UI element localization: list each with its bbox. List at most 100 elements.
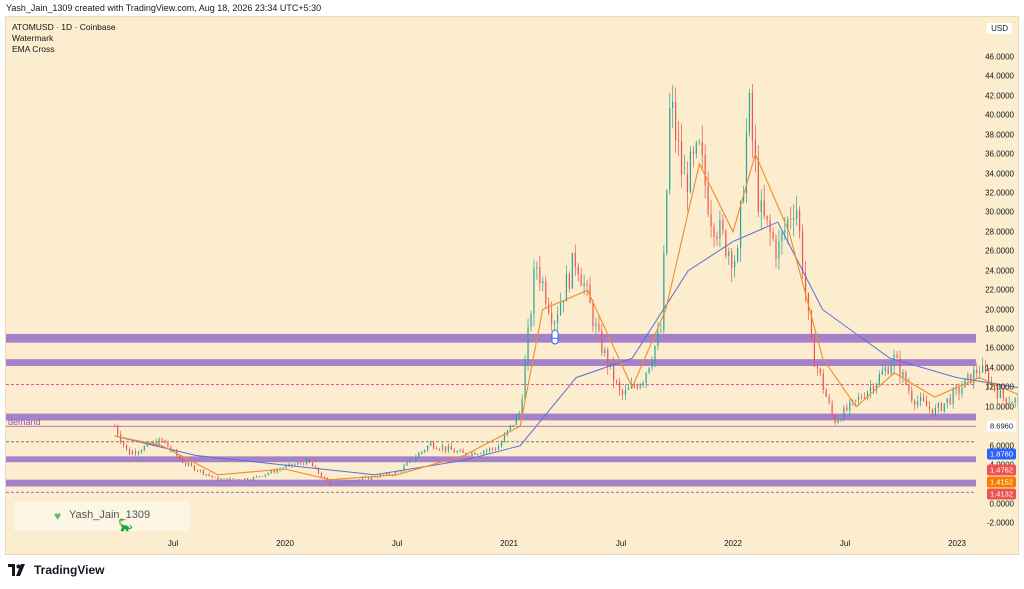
candle-body [441, 446, 444, 450]
drawing-handle [551, 329, 559, 345]
candle-body [763, 200, 765, 216]
price-tick-label: 24.0000 [985, 266, 1014, 276]
candle-body [872, 386, 875, 391]
candle-body [920, 397, 922, 401]
watermark-box: ♥ Yash_Jain_1309 🦕 [14, 501, 190, 532]
candle-body [722, 219, 724, 231]
candle-body [914, 400, 916, 405]
candle-body [955, 387, 957, 390]
candle-body [300, 462, 302, 464]
candle-body [435, 448, 438, 450]
static-price-tag: 8.6960 [987, 420, 1016, 432]
candle-body [202, 470, 204, 475]
time-tick-label: 2020 [276, 539, 294, 548]
candle-body [329, 481, 331, 485]
price-chart[interactable] [6, 17, 1019, 555]
candle-body [837, 420, 839, 423]
candle-body [943, 403, 945, 411]
candle-body [598, 323, 600, 331]
candle-body [713, 226, 715, 237]
candle-body [432, 442, 435, 449]
candle-body [415, 457, 417, 461]
candle-body [616, 380, 618, 382]
candle-body [545, 281, 547, 304]
candle-body [996, 389, 999, 398]
candle-body [666, 190, 668, 254]
price-tick-label: 32.0000 [985, 188, 1014, 198]
candle-body [261, 476, 263, 477]
candle-body [967, 373, 969, 379]
candle-body [858, 397, 860, 401]
candle-body [282, 468, 284, 469]
candle-body [140, 450, 142, 453]
candle-body [778, 241, 780, 259]
candle-body [492, 448, 494, 449]
candle-body [453, 449, 455, 453]
candle-body [799, 210, 801, 232]
candle-body [480, 453, 482, 455]
candle-body [185, 462, 187, 465]
candle-body [347, 480, 349, 483]
candle-body [843, 407, 845, 421]
candle-body [881, 370, 883, 375]
candle-body [677, 140, 680, 142]
watermark-legend[interactable]: Watermark [12, 33, 54, 43]
candle-body [648, 367, 650, 373]
candles-layer [114, 83, 1018, 486]
candle-body [161, 438, 163, 441]
candle-body [264, 474, 266, 477]
candle-body [421, 451, 423, 454]
candle-body [456, 451, 458, 453]
candle-body [1011, 402, 1013, 404]
candle-body [373, 476, 376, 478]
candle-body [822, 373, 824, 390]
candle-body [134, 451, 137, 454]
candle-body [937, 403, 939, 408]
candle-body [902, 372, 904, 377]
candle-body [235, 479, 237, 480]
candle-body [866, 391, 869, 399]
candle-body [193, 465, 196, 471]
candle-body [987, 372, 990, 386]
candle-body [199, 470, 201, 471]
candle-body [518, 413, 520, 416]
candle-body [925, 400, 928, 407]
candle-body [477, 453, 479, 455]
currency-button[interactable]: USD [987, 23, 1012, 34]
candle-body [893, 354, 895, 367]
candle-body [483, 451, 485, 454]
candle-body [621, 390, 624, 395]
candle-body [592, 303, 594, 327]
price-tick-label: 20.0000 [985, 305, 1014, 315]
price-scale[interactable]: USD -2.00000.00002.00004.00006.00008.000… [974, 17, 1018, 554]
candle-body [551, 312, 553, 324]
candle-body [958, 387, 960, 394]
candle-body [406, 462, 408, 466]
candle-body [167, 442, 169, 448]
ema-cross-legend[interactable]: EMA Cross [12, 44, 55, 54]
price-tag: 1.4152 [987, 476, 1016, 488]
chart-frame[interactable]: ATOMUSD · 1D · Coinbase Watermark EMA Cr… [5, 16, 1019, 555]
candle-body [651, 361, 653, 368]
candle-body [548, 303, 550, 313]
candle-body [816, 366, 818, 369]
candle-body [288, 463, 290, 466]
candle-body [680, 141, 683, 175]
candle-body [899, 357, 901, 377]
symbol-legend: ATOMUSD · 1D · Coinbase [12, 22, 116, 32]
candle-body [211, 475, 213, 478]
candle-body [353, 481, 355, 483]
candle-body [509, 425, 511, 431]
candle-body [672, 101, 674, 109]
candle-body [179, 455, 181, 459]
candle-body [657, 331, 659, 347]
candle-body [565, 273, 568, 302]
candle-body [430, 442, 432, 446]
candle-body [226, 478, 228, 481]
candle-body [979, 372, 981, 374]
candle-body [642, 382, 644, 385]
candle-body [993, 382, 996, 390]
tradingview-brand[interactable]: TradingView [8, 563, 104, 577]
candle-body [905, 372, 907, 384]
candle-body [917, 400, 919, 405]
